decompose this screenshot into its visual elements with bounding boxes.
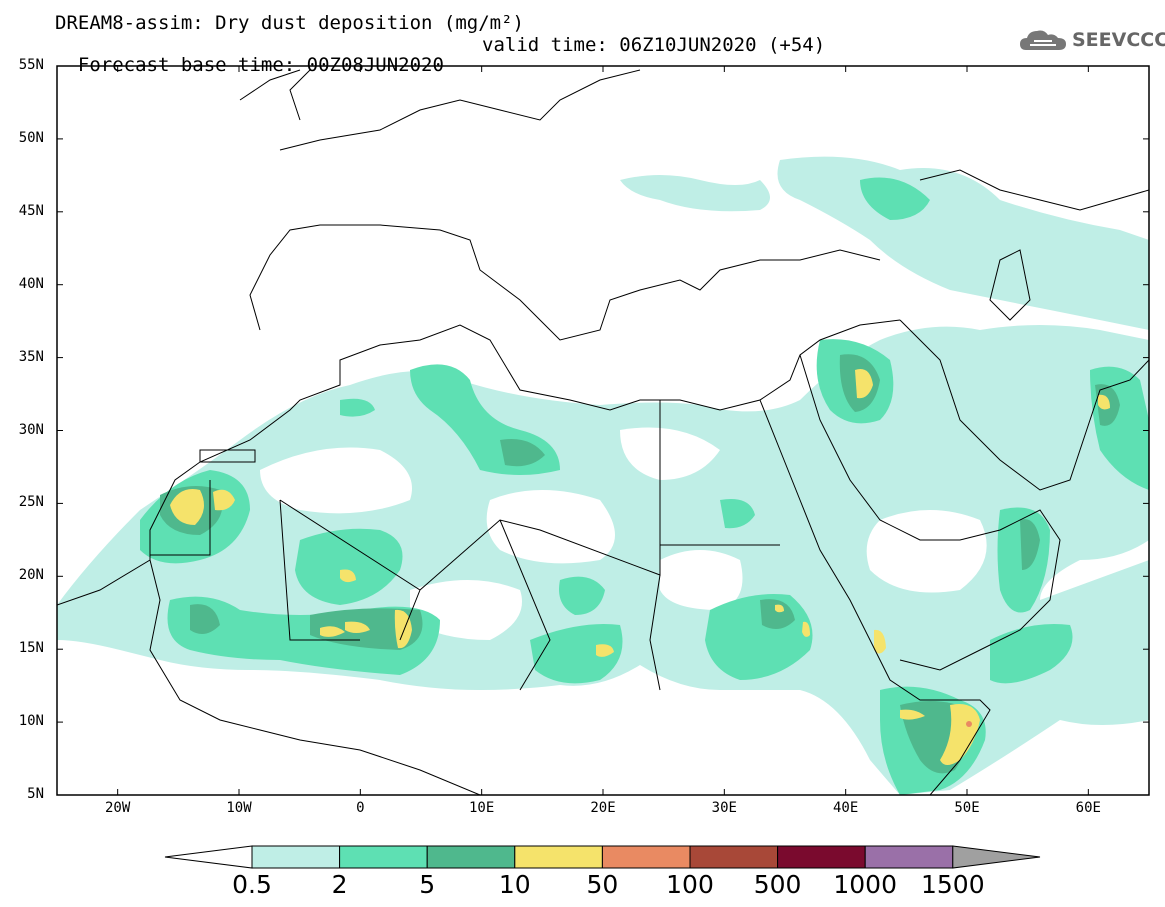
lat-label: 10N: [18, 713, 44, 730]
colorbar-label: 1000: [833, 870, 897, 899]
lat-label: 50N: [18, 129, 44, 146]
lat-label: 5N: [27, 786, 44, 802]
lat-label: 45N: [18, 202, 44, 219]
lon-label: 20W: [105, 800, 131, 816]
colorbar-swatch: [514, 845, 603, 869]
cloud-icon: [1020, 30, 1066, 50]
lat-label: 15N: [18, 640, 44, 657]
colorbar-label: 0.5: [232, 870, 272, 899]
lat-label: 35N: [18, 348, 44, 365]
colorbar-under-arrow: [164, 845, 253, 869]
dust-level-10: [170, 369, 1110, 765]
valid-time: valid time: 06Z10JUN2020 (+54): [482, 34, 826, 56]
lat-label: 20N: [18, 567, 44, 584]
coastlines: [57, 69, 1149, 795]
lon-label: 60E: [1075, 800, 1101, 816]
colorbar-label: 1500: [920, 870, 985, 899]
lon-label: 40E: [833, 800, 859, 816]
lat-label: 55N: [18, 57, 44, 73]
lon-label: 10E: [469, 800, 495, 816]
colorbar-label: 50: [586, 870, 619, 899]
lon-label: 50E: [954, 800, 980, 816]
seevccc-logo: SEEVCCC: [1018, 26, 1165, 56]
lat-label: 40N: [18, 275, 44, 292]
colorbar-label: 2: [331, 870, 348, 899]
lat-label: 30N: [18, 421, 44, 438]
colorbar-swatch: [777, 845, 866, 869]
colorbar-label: 500: [753, 870, 802, 899]
colorbar-swatch: [689, 845, 779, 869]
colorbar-over-arrow: [952, 845, 1041, 869]
lon-label: 10W: [226, 800, 252, 816]
lat-label: 25N: [18, 494, 44, 511]
colorbar-swatch: [864, 845, 954, 869]
logo-text: SEEVCCC: [1072, 29, 1165, 51]
colorbar-label: 10: [498, 870, 531, 899]
map-title: DREAM8-assim: Dry dust deposition (mg/m²…: [55, 12, 524, 34]
colorbar-swatch: [426, 845, 516, 869]
forecast-times: Forecast base time: 00Z08JUN2020 valid t…: [55, 35, 825, 95]
lon-label: 0: [356, 800, 365, 816]
colorbar-label: 5: [419, 870, 436, 899]
base-time: Forecast base time: 00Z08JUN2020: [77, 54, 444, 76]
colorbar-label: 100: [666, 870, 714, 899]
colorbar-swatch: [339, 845, 428, 869]
colorbar-swatch: [251, 845, 341, 869]
lon-label: 20E: [590, 800, 616, 816]
lon-label: 30E: [711, 800, 737, 816]
colorbar-swatch: [601, 845, 691, 869]
